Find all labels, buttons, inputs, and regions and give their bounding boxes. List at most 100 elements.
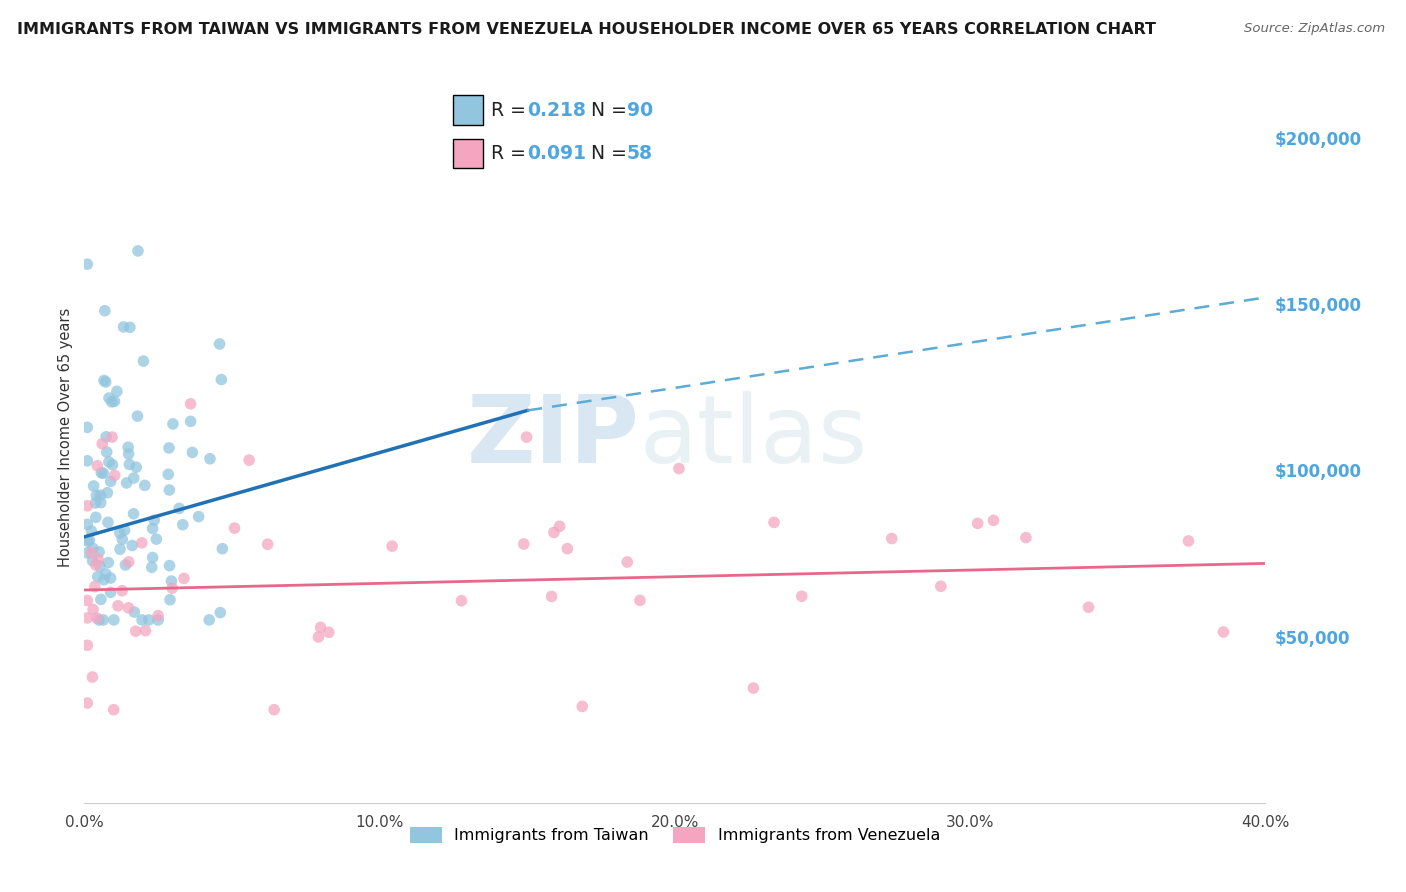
Point — [97, 516, 120, 530]
Point — [616, 555, 638, 569]
Point — [159, 558, 181, 573]
Point — [100, 571, 122, 585]
Point — [540, 590, 562, 604]
Point — [84, 558, 107, 572]
Point — [134, 478, 156, 492]
Point — [90, 592, 112, 607]
Text: ZIP: ZIP — [467, 391, 640, 483]
Point — [173, 571, 195, 585]
Point — [86, 611, 108, 625]
Point — [157, 467, 180, 482]
Point — [80, 524, 103, 538]
Point — [83, 580, 105, 594]
Point — [100, 395, 122, 409]
Point — [76, 257, 98, 271]
Point — [381, 539, 404, 553]
Point — [224, 521, 246, 535]
Point — [1177, 533, 1199, 548]
Point — [180, 397, 202, 411]
Point — [83, 479, 105, 493]
Point — [76, 454, 98, 468]
Point — [100, 585, 122, 599]
Point — [211, 541, 233, 556]
Point — [543, 525, 565, 540]
Point — [318, 625, 340, 640]
Point — [159, 592, 181, 607]
Point — [89, 559, 111, 574]
Point — [76, 420, 98, 434]
Point — [90, 496, 112, 510]
Point — [93, 573, 115, 587]
Point — [91, 436, 114, 450]
Point — [76, 499, 98, 513]
Point — [1077, 600, 1099, 615]
Point — [114, 523, 136, 537]
Point — [131, 613, 153, 627]
Point — [138, 613, 160, 627]
Text: IMMIGRANTS FROM TAIWAN VS IMMIGRANTS FROM VENEZUELA HOUSEHOLDER INCOME OVER 65 Y: IMMIGRANTS FROM TAIWAN VS IMMIGRANTS FRO… — [17, 22, 1156, 37]
Point — [118, 555, 141, 569]
Point — [112, 320, 135, 334]
Point — [668, 461, 690, 475]
Point — [93, 374, 115, 388]
Point — [181, 445, 204, 459]
Point — [80, 546, 103, 560]
Point — [966, 516, 988, 531]
Point — [103, 394, 125, 409]
Point — [929, 579, 952, 593]
Point — [87, 552, 110, 566]
Point — [209, 373, 232, 387]
Point — [87, 613, 111, 627]
Point — [111, 583, 134, 598]
Point — [79, 533, 101, 548]
Point — [76, 638, 98, 652]
Point — [125, 460, 148, 475]
Point — [198, 613, 221, 627]
Point — [256, 537, 278, 551]
Point — [1015, 531, 1038, 545]
Point — [238, 453, 260, 467]
Point — [124, 605, 146, 619]
Point — [762, 516, 785, 530]
Point — [180, 414, 202, 428]
Point — [148, 613, 170, 627]
Text: atlas: atlas — [640, 391, 868, 483]
Point — [145, 532, 167, 546]
Point — [82, 670, 104, 684]
Point — [121, 539, 143, 553]
Legend: Immigrants from Taiwan, Immigrants from Venezuela: Immigrants from Taiwan, Immigrants from … — [404, 821, 946, 850]
Point — [125, 624, 148, 639]
Point — [115, 475, 138, 490]
Point — [82, 541, 104, 556]
Point — [76, 611, 98, 625]
Point — [101, 458, 124, 472]
Point — [91, 613, 114, 627]
Point — [96, 445, 118, 459]
Point — [122, 471, 145, 485]
Point — [89, 488, 111, 502]
Point — [82, 602, 104, 616]
Point — [108, 526, 131, 541]
Point — [208, 337, 231, 351]
Point — [108, 542, 131, 557]
Point — [880, 532, 903, 546]
Point — [84, 510, 107, 524]
Point — [742, 681, 765, 695]
Point — [167, 501, 190, 516]
Point — [790, 589, 813, 603]
Point — [209, 606, 232, 620]
Point — [86, 569, 108, 583]
Point — [157, 441, 180, 455]
Point — [84, 496, 107, 510]
Point — [103, 703, 125, 717]
Point — [90, 466, 112, 480]
Point — [516, 430, 538, 444]
Point — [309, 620, 332, 634]
Point — [571, 699, 593, 714]
Point — [118, 447, 141, 461]
Point — [94, 303, 117, 318]
Point — [628, 593, 651, 607]
Point — [122, 507, 145, 521]
Point — [157, 483, 180, 497]
Point — [308, 630, 330, 644]
